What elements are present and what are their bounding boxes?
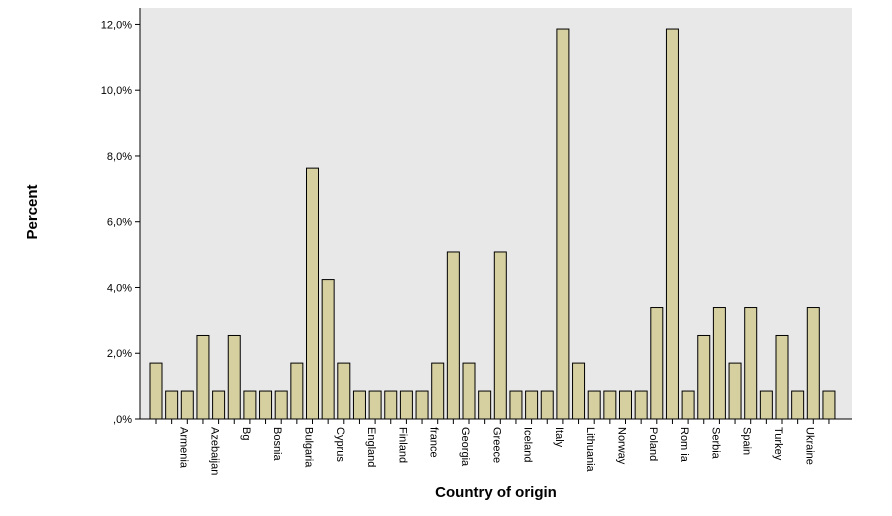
bar	[337, 362, 351, 420]
y-axis-title: Percent	[24, 184, 41, 239]
bar	[587, 390, 601, 420]
bar	[744, 307, 758, 420]
bar	[493, 251, 507, 420]
x-tick-label: Cyprus	[334, 427, 346, 462]
x-tick-label: England	[365, 427, 377, 467]
x-tick-label: Ukraine	[803, 427, 815, 465]
x-tick-label: Azebaijan	[209, 427, 221, 475]
bar	[274, 390, 288, 420]
y-tick-label: 12,0%	[101, 19, 132, 31]
bar	[446, 251, 460, 420]
x-tick-label: Serbia	[709, 427, 721, 460]
bar	[399, 390, 413, 420]
bar	[227, 334, 241, 420]
bar	[352, 390, 366, 420]
bar	[681, 390, 695, 420]
y-ticks: ,0% 2,0% 4,0% 6,0% 8,0% 10,0% 12,0%	[101, 19, 140, 426]
y-tick-label: ,0%	[113, 414, 132, 426]
x-tick-label: Spain	[741, 427, 753, 455]
y-tick-label: 6,0%	[107, 217, 132, 229]
bar	[525, 390, 539, 420]
y-tick-label: 4,0%	[107, 282, 132, 294]
bar	[306, 167, 319, 420]
bar	[822, 390, 836, 420]
bar	[697, 334, 711, 420]
bar	[728, 362, 742, 420]
bar	[619, 390, 632, 420]
x-tick-label: Lithuania	[584, 427, 596, 473]
bar	[384, 390, 398, 420]
bar	[650, 307, 664, 420]
x-ticks: Armenia Azebaijan Bg Bosnia Bulgaria Cyprus En…	[155, 419, 830, 475]
bar	[540, 390, 554, 420]
bar	[165, 390, 179, 420]
x-tick-label: Norway	[616, 427, 628, 465]
bar	[259, 390, 273, 420]
x-tick-label: Rom ia	[678, 427, 690, 463]
bar	[212, 390, 226, 420]
bar	[415, 390, 429, 420]
bars-layer	[149, 28, 836, 420]
bar	[572, 362, 586, 420]
x-tick-label: Georgia	[459, 427, 471, 467]
bar	[290, 362, 304, 420]
x-axis-title: Country of origin	[435, 484, 557, 501]
bar	[712, 307, 726, 420]
x-tick-label: Italy	[553, 427, 565, 448]
x-tick-label: Bg	[240, 427, 252, 440]
x-tick-label: Poland	[647, 427, 659, 461]
x-tick-label: Iceland	[522, 427, 534, 462]
x-tick-label: Armenia	[177, 427, 189, 469]
x-tick-label: france	[428, 427, 440, 458]
bar	[775, 334, 789, 420]
bar	[243, 390, 257, 420]
x-tick-label: Turkey	[772, 427, 784, 461]
x-tick-label: Greece	[490, 427, 502, 463]
bar	[556, 28, 570, 420]
bar	[634, 390, 648, 420]
bar	[478, 390, 492, 420]
bar	[321, 279, 335, 420]
bar	[180, 390, 194, 420]
y-tick-label: 8,0%	[107, 151, 132, 163]
y-tick-label: 10,0%	[101, 85, 132, 97]
bar	[149, 362, 163, 420]
bar	[196, 334, 210, 420]
x-tick-label: Bosnia	[271, 427, 283, 462]
bar	[509, 390, 523, 420]
x-tick-label: Bulgaria	[303, 427, 315, 468]
y-tick-label: 2,0%	[107, 348, 132, 360]
bar	[603, 390, 617, 420]
bar	[759, 390, 773, 420]
bar	[431, 362, 445, 420]
bar	[665, 28, 679, 420]
bar	[462, 362, 476, 420]
bar	[791, 390, 805, 420]
bar	[806, 307, 820, 420]
x-tick-label: Finland	[396, 427, 408, 463]
bar	[368, 390, 382, 420]
